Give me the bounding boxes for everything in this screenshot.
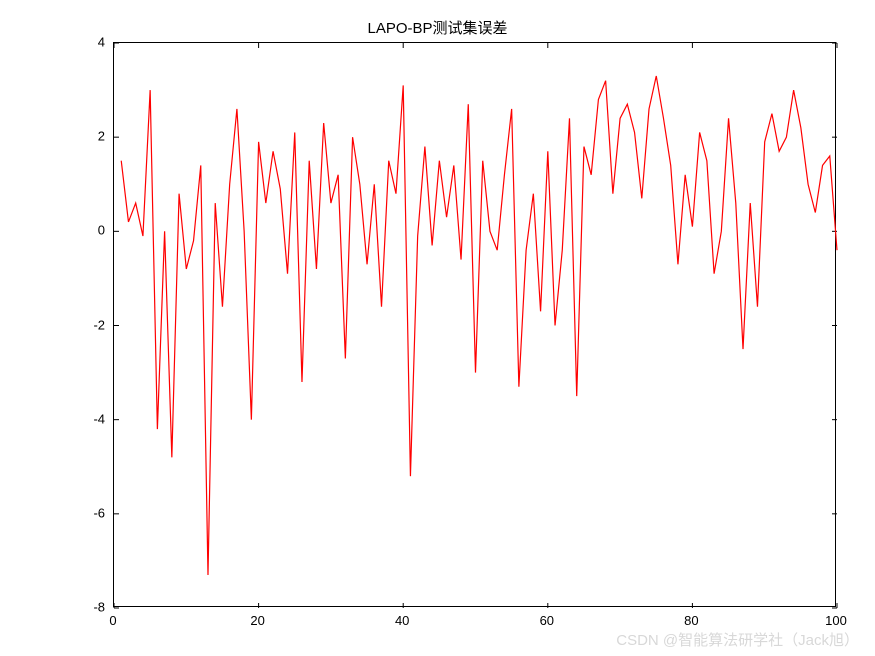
y-tick-label: 4	[65, 35, 105, 50]
chart-container: LAPO-BP测试集误差 CSDN @智能算法研学社（Jack旭） 020406…	[0, 0, 875, 656]
y-tick-label: -4	[65, 411, 105, 426]
y-tick-label: -2	[65, 317, 105, 332]
x-tick-label: 80	[684, 613, 698, 628]
y-tick-label: 0	[65, 223, 105, 238]
y-tick-label: -6	[65, 505, 105, 520]
x-tick-label: 20	[250, 613, 264, 628]
watermark: CSDN @智能算法研学社（Jack旭）	[616, 629, 859, 650]
chart-title: LAPO-BP测试集误差	[0, 17, 875, 38]
x-tick-label: 40	[395, 613, 409, 628]
y-tick-label: -8	[65, 600, 105, 615]
x-tick-label: 60	[540, 613, 554, 628]
x-tick-label: 100	[825, 613, 847, 628]
series-line	[114, 43, 837, 608]
plot-area	[113, 42, 836, 607]
y-tick-label: 2	[65, 129, 105, 144]
x-tick-label: 0	[109, 613, 116, 628]
